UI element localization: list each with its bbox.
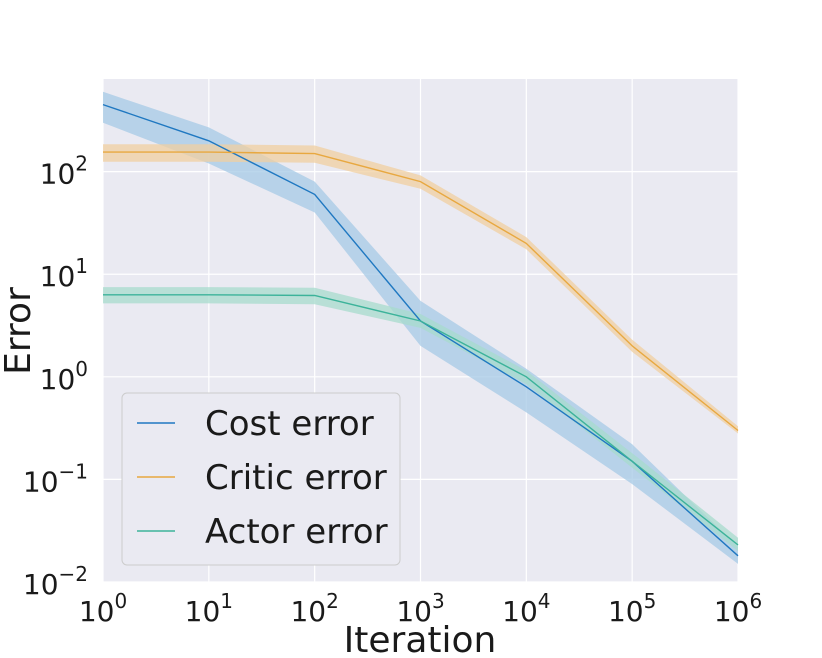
critic-error-line: [103, 151, 739, 432]
series-lines: [102, 103, 739, 557]
x-tick-label: 105: [608, 589, 656, 628]
y-tick-labels: 10−2 10−1 100 101 102: [23, 152, 88, 601]
confidence-bands: [103, 91, 738, 564]
critic-error-legend-label: Critic error: [205, 458, 387, 498]
actor-error-line: [103, 294, 739, 546]
x-tick-label: 101: [185, 589, 233, 628]
y-tick-label: 10−1: [23, 459, 88, 498]
y-tick-label: 101: [40, 254, 88, 293]
x-tick-label: 106: [714, 589, 762, 628]
x-tick-label: 102: [290, 589, 338, 628]
legend: Cost error Critic error Actor error: [121, 392, 401, 566]
x-tick-label: 103: [396, 589, 444, 628]
cost-error-legend-label: Cost error: [205, 404, 374, 444]
actor-error-legend-label: Actor error: [205, 512, 388, 552]
x-axis-label: Iteration: [344, 620, 497, 658]
y-axis-label: Error: [0, 287, 39, 375]
x-tick-labels: 100 101 102 103 104 105 106: [79, 589, 762, 628]
y-tick-label: 100: [40, 357, 88, 396]
x-tick-label: 100: [79, 589, 127, 628]
legend-box: [121, 392, 401, 566]
y-tick-label: 10−2: [23, 562, 88, 601]
y-tick-label: 102: [40, 152, 88, 191]
x-tick-label: 104: [502, 589, 550, 628]
